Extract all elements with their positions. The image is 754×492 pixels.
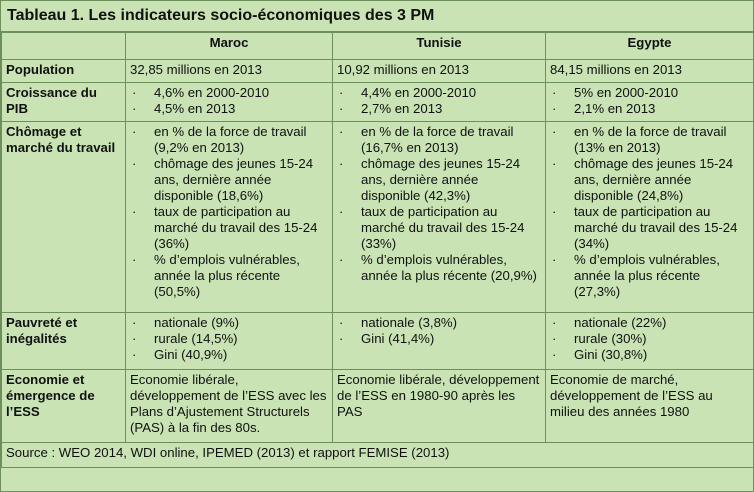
list-item: en % de la force de travail (16,7% en 20… (337, 124, 541, 156)
list-item: % d’emplois vulnérables, année la plus r… (550, 252, 749, 300)
cell-tunisie: Economie libérale, développement de l’ES… (332, 369, 546, 443)
list-item: rurale (14,5%) (130, 331, 328, 347)
list-item: 4,6% en 2000-2010 (130, 85, 328, 101)
row-label: Pauvreté et inégalités (1, 312, 126, 370)
cell-maroc: 32,85 millions en 2013 (125, 59, 333, 83)
header-maroc: Maroc (125, 32, 333, 60)
row-population: Population 32,85 millions en 2013 10,92 … (1, 59, 754, 83)
list-item: en % de la force de travail (9,2% en 201… (130, 124, 328, 156)
cell-maroc: 4,6% en 2000-2010 4,5% en 2013 (125, 82, 333, 122)
list-item: rurale (30%) (550, 331, 749, 347)
cell-maroc: Economie libérale, développement de l’ES… (125, 369, 333, 443)
cell-egypte: 5% en 2000-2010 2,1% en 2013 (545, 82, 754, 122)
list-item: 4,5% en 2013 (130, 101, 328, 117)
table-title: Tableau 1. Les indicateurs socio-économi… (1, 1, 753, 32)
header-row: Maroc Tunisie Egypte (1, 32, 754, 60)
list-item: taux de participation au marché du trava… (337, 204, 541, 252)
list-item: nationale (3,8%) (337, 315, 541, 331)
cell-egypte: Economie de marché, développement de l’E… (545, 369, 754, 443)
header-tunisie: Tunisie (332, 32, 546, 60)
list-item: Gini (40,9%) (130, 347, 328, 363)
list-item: % d’emplois vulnérables, année la plus r… (130, 252, 328, 300)
cell-egypte: en % de la force de travail (13% en 2013… (545, 121, 754, 313)
list-item: nationale (22%) (550, 315, 749, 331)
row-pauvrete: Pauvreté et inégalités nationale (9%) ru… (1, 312, 754, 370)
cell-tunisie: en % de la force de travail (16,7% en 20… (332, 121, 546, 313)
cell-egypte: nationale (22%) rurale (30%) Gini (30,8%… (545, 312, 754, 370)
list-item: en % de la force de travail (13% en 2013… (550, 124, 749, 156)
cell-tunisie: 4,4% en 2000-2010 2,7% en 2013 (332, 82, 546, 122)
row-label: Croissance du PIB (1, 82, 126, 122)
list-item: 4,4% en 2000-2010 (337, 85, 541, 101)
row-label: Economie et émergence de l’ESS (1, 369, 126, 443)
list-item: 2,1% en 2013 (550, 101, 749, 117)
list-item: Gini (41,4%) (337, 331, 541, 347)
list-item: chômage des jeunes 15-24 ans, dernière a… (550, 156, 749, 204)
list-item: chômage des jeunes 15-24 ans, dernière a… (337, 156, 541, 204)
list-item: chômage des jeunes 15-24 ans, dernière a… (130, 156, 328, 204)
list-item: nationale (9%) (130, 315, 328, 331)
cell-egypte: 84,15 millions en 2013 (545, 59, 754, 83)
cell-maroc: nationale (9%) rurale (14,5%) Gini (40,9… (125, 312, 333, 370)
row-source: Source : WEO 2014, WDI online, IPEMED (2… (1, 442, 754, 468)
list-item: 5% en 2000-2010 (550, 85, 749, 101)
list-item: % d’emplois vulnérables, année la plus r… (337, 252, 541, 284)
list-item: taux de participation au marché du trava… (130, 204, 328, 252)
cell-maroc: en % de la force de travail (9,2% en 201… (125, 121, 333, 313)
source-note: Source : WEO 2014, WDI online, IPEMED (2… (1, 442, 754, 468)
header-empty (1, 32, 126, 60)
list-item: taux de participation au marché du trava… (550, 204, 749, 252)
row-label: Chômage et marché du travail (1, 121, 126, 313)
indicators-table: Maroc Tunisie Egypte Population 32,85 mi… (1, 32, 754, 468)
cell-tunisie: 10,92 millions en 2013 (332, 59, 546, 83)
header-egypte: Egypte (545, 32, 754, 60)
row-label: Population (1, 59, 126, 83)
list-item: Gini (30,8%) (550, 347, 749, 363)
cell-tunisie: nationale (3,8%) Gini (41,4%) (332, 312, 546, 370)
row-pib: Croissance du PIB 4,6% en 2000-2010 4,5%… (1, 82, 754, 122)
list-item: 2,7% en 2013 (337, 101, 541, 117)
row-economie: Economie et émergence de l’ESS Economie … (1, 369, 754, 443)
row-chomage: Chômage et marché du travail en % de la … (1, 121, 754, 313)
